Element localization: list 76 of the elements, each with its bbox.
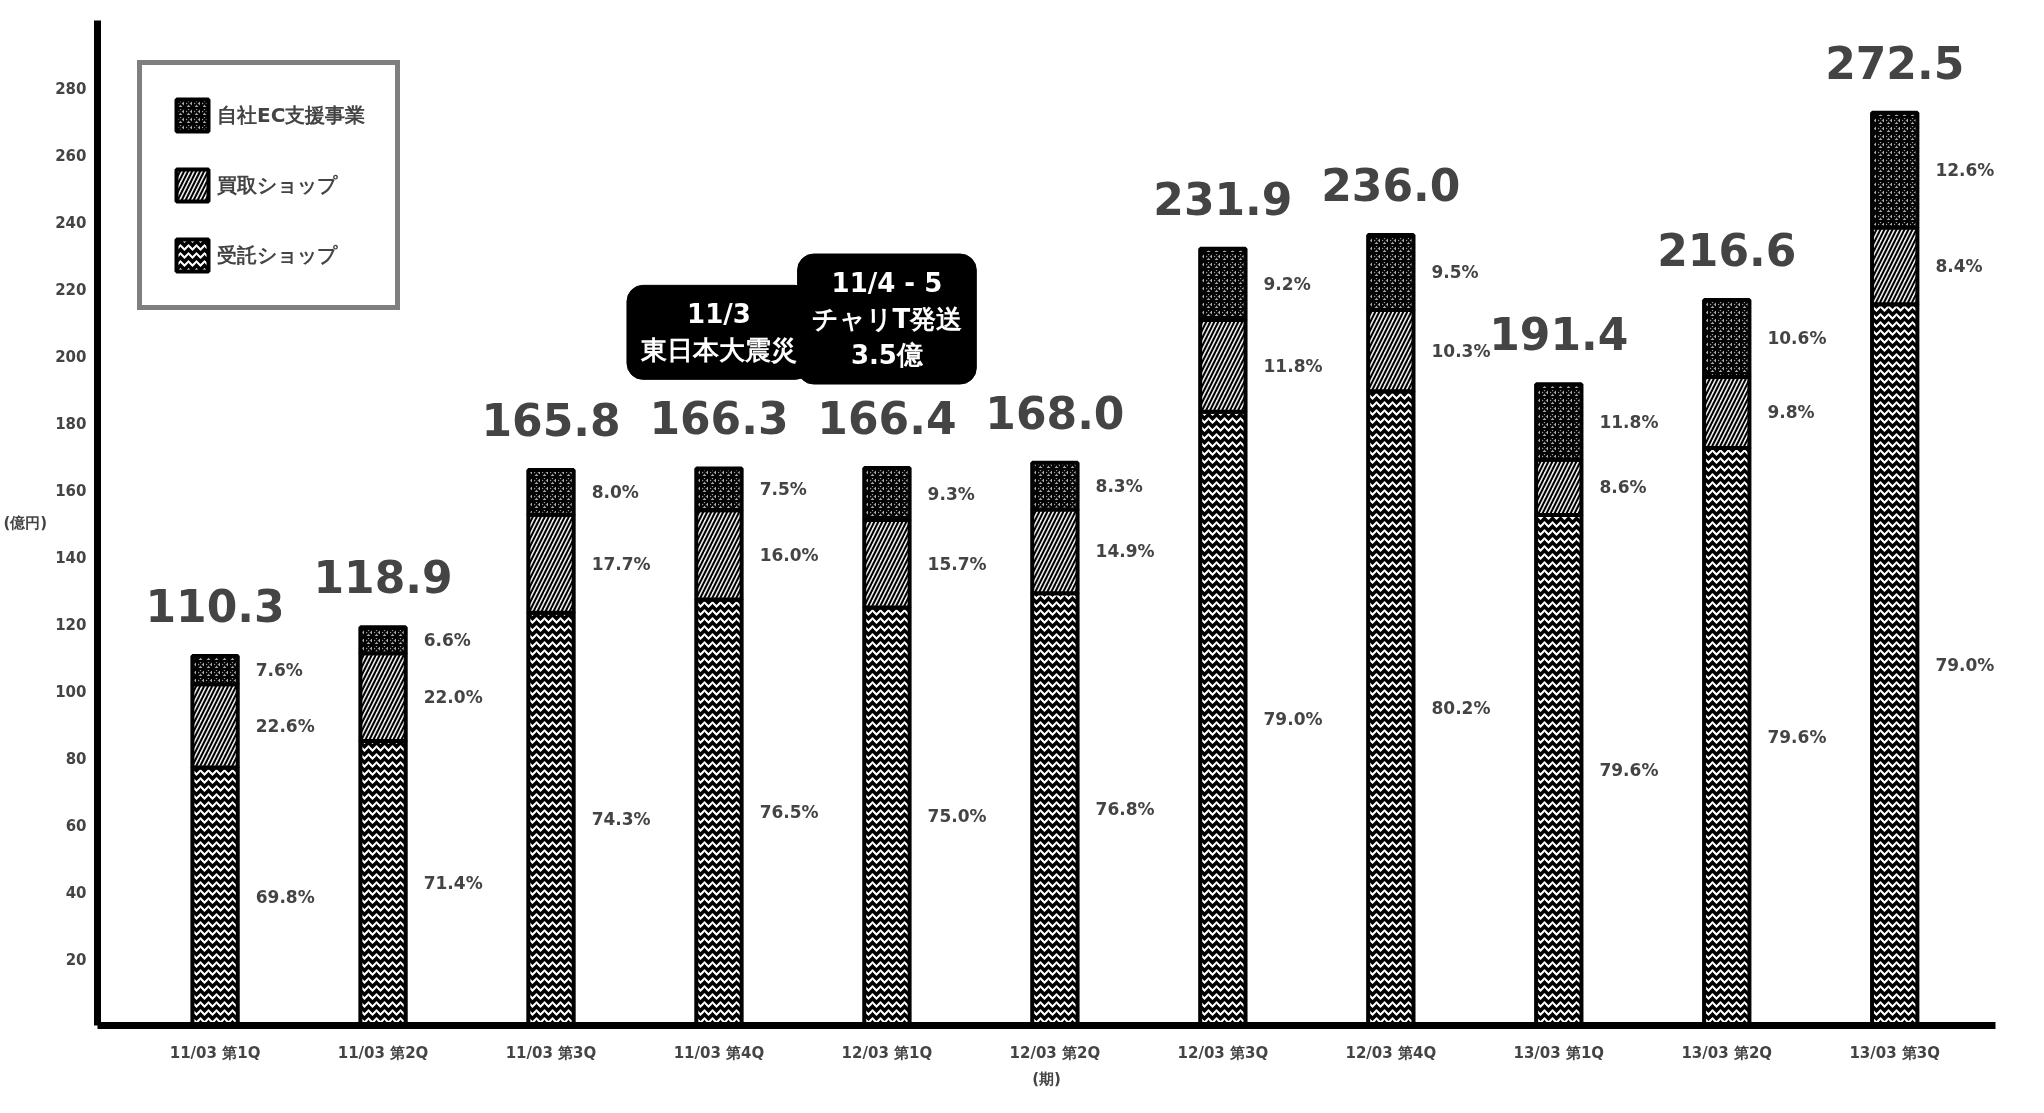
total-label: 216.6 — [1657, 224, 1797, 276]
total-label: 166.3 — [649, 393, 789, 445]
annotation: 76.8% — [1095, 799, 1155, 820]
annotation: 9.3% — [927, 484, 975, 505]
annotation: 76.5% — [759, 802, 819, 823]
annotation: 10.6% — [1767, 328, 1827, 349]
legend-label: 自社EC支援事業 — [217, 101, 366, 129]
x-tick-label: 12/03 第4Q — [1345, 1043, 1437, 1062]
y-tick-label: 20 — [65, 950, 87, 969]
annotation: 79.0% — [1263, 708, 1323, 729]
x-tick-label: 11/03 第2Q — [337, 1043, 429, 1062]
total-label: 231.9 — [1153, 173, 1293, 225]
y-tick-label: 240 — [55, 213, 87, 232]
total-label: 118.9 — [313, 552, 453, 604]
annotation: 22.0% — [423, 687, 483, 708]
annotation: 80.2% — [1431, 698, 1491, 719]
annotation: 16.0% — [759, 544, 819, 565]
annotation: 6.6% — [423, 630, 471, 651]
annotation: 69.8% — [255, 886, 315, 907]
annotation: 71.4% — [423, 873, 483, 894]
y-tick-label: 120 — [55, 615, 87, 634]
y-tick-label: 200 — [55, 347, 87, 366]
annotation: 8.0% — [591, 482, 639, 503]
x-tick-label: 11/03 第1Q — [169, 1043, 261, 1062]
x-tick-label: 13/03 第3Q — [1849, 1043, 1941, 1062]
x-tick-label: 12/03 第1Q — [841, 1043, 933, 1062]
annotation: 10.3% — [1431, 340, 1491, 361]
y-tick-label: 220 — [55, 280, 87, 299]
y-tick-label: 140 — [55, 548, 87, 567]
y-tick-label: 180 — [55, 414, 87, 433]
annotation: 8.6% — [1599, 477, 1647, 498]
total-label: 191.4 — [1489, 309, 1629, 361]
y-axis-title: (億円) — [3, 514, 48, 532]
total-label: 168.0 — [985, 387, 1125, 439]
x-tick-label: 13/03 第2Q — [1681, 1043, 1773, 1062]
total-label: 272.5 — [1825, 37, 1965, 89]
y-tick-label: 60 — [65, 816, 87, 835]
annotation: 14.9% — [1095, 541, 1155, 562]
x-tick-label: 12/03 第2Q — [1009, 1043, 1101, 1062]
y-tick-label: 160 — [55, 481, 87, 500]
x-tick-label: 11/03 第3Q — [505, 1043, 597, 1062]
annotation: 9.5% — [1431, 262, 1479, 283]
annotation: 79.6% — [1767, 726, 1827, 747]
annotation: 22.6% — [255, 715, 315, 736]
legend-label: 買取ショップ — [217, 171, 337, 199]
annotation: 12.6% — [1935, 160, 1995, 181]
total-label: 110.3 — [145, 580, 285, 632]
annotation: 11/4 - 5 チャリT発送 3.5億 — [811, 268, 963, 371]
y-tick-label: 80 — [65, 749, 87, 768]
x-tick-label: 13/03 第1Q — [1513, 1043, 1605, 1062]
annotation: 11.8% — [1263, 355, 1323, 376]
annotation: 74.3% — [591, 809, 651, 830]
annotation: 7.5% — [759, 479, 807, 500]
annotation: 11.8% — [1599, 412, 1659, 432]
annotation: 17.7% — [591, 553, 651, 574]
legend-label: 受託ショップ — [217, 241, 337, 269]
annotation: 7.6% — [255, 660, 303, 681]
annotation: 8.4% — [1935, 255, 1983, 276]
annotation: 15.7% — [927, 553, 987, 574]
annotation: 11/3 東日本大震災 — [639, 299, 797, 366]
annotation: 79.6% — [1599, 760, 1659, 781]
x-tick-label: 11/03 第4Q — [673, 1043, 765, 1062]
total-label: 165.8 — [481, 395, 621, 447]
total-label: 236.0 — [1321, 159, 1461, 211]
annotation: 79.0% — [1935, 654, 1995, 675]
y-tick-label: 280 — [55, 79, 87, 98]
y-tick-label: 100 — [55, 682, 87, 701]
x-axis-title: (期) — [1032, 1069, 1061, 1088]
y-tick-label: 260 — [55, 146, 87, 165]
annotation: 9.8% — [1767, 402, 1815, 423]
x-tick-label: 12/03 第3Q — [1177, 1043, 1269, 1062]
annotation: 9.2% — [1263, 274, 1311, 295]
annotation: 8.3% — [1095, 476, 1143, 497]
total-label: 166.4 — [817, 393, 957, 445]
y-tick-label: 40 — [65, 883, 87, 902]
annotation: 75.0% — [927, 806, 987, 827]
